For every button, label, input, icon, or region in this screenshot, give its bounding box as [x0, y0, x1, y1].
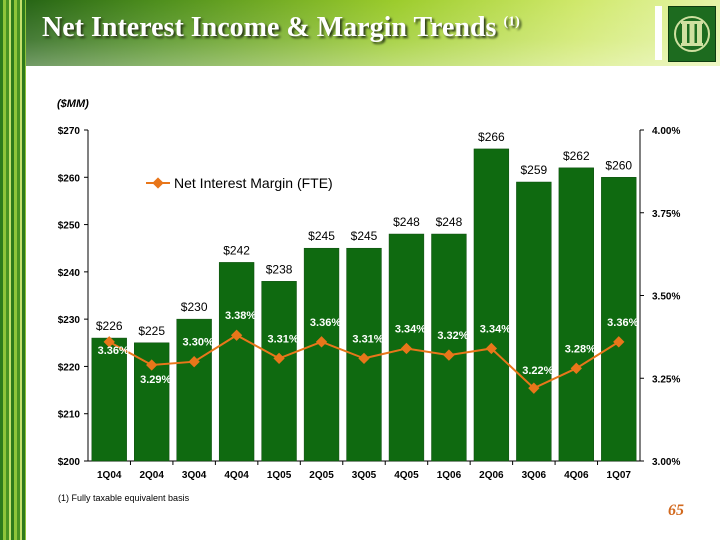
bar [431, 233, 467, 462]
header-banner [0, 0, 720, 66]
margin-point [315, 336, 328, 348]
margin-value-label: 3.36% [98, 345, 129, 357]
margin-point [400, 342, 413, 355]
bar-value-label: $266 [478, 130, 505, 144]
y-right-tick-label: 3.50% [652, 292, 680, 303]
bar-value-label: $260 [605, 158, 632, 172]
margin-value-label: 3.32% [437, 330, 468, 342]
legend-marker [152, 177, 164, 189]
bar [558, 167, 594, 462]
bar-value-label: $262 [563, 149, 590, 163]
margin-value-label: 3.29% [140, 374, 171, 386]
y-left-tick-label: $230 [58, 315, 81, 326]
margin-point [358, 352, 370, 365]
x-tick-label: 3Q06 [522, 470, 547, 481]
margin-value-label: 3.31% [267, 333, 298, 345]
x-tick-label: 4Q06 [564, 470, 589, 481]
y-left-tick-label: $210 [58, 410, 81, 421]
y-left-tick-label: $240 [58, 268, 81, 279]
margin-point [273, 352, 285, 365]
bar [388, 233, 425, 462]
bar-value-label: $242 [223, 243, 250, 257]
margin-point [146, 359, 158, 371]
margin-point [570, 362, 582, 374]
bar-value-label: $226 [96, 319, 123, 333]
margin-point [613, 336, 625, 348]
bar [601, 177, 637, 462]
margin-value-label: 3.34% [395, 323, 426, 335]
margin-point [528, 382, 540, 394]
x-tick-label: 1Q06 [437, 470, 462, 481]
left-stripe-decoration [0, 0, 26, 540]
margin-value-label: 3.30% [183, 337, 214, 349]
x-tick-label: 1Q07 [607, 470, 632, 481]
bar [473, 148, 510, 462]
bar [516, 181, 552, 462]
legend-label: Net Interest Margin (FTE) [174, 175, 333, 191]
margin-value-label: 3.36% [310, 317, 341, 329]
y-left-tick-label: $200 [58, 457, 81, 468]
margin-value-label: 3.28% [565, 343, 596, 355]
bar-value-label: $245 [308, 229, 335, 243]
bank-logo-icon [668, 6, 716, 62]
bar-value-label: $248 [393, 215, 420, 229]
bar-value-label: $259 [520, 163, 547, 177]
bar-value-label: $238 [266, 262, 293, 276]
y-right-tick-label: 3.25% [652, 374, 680, 385]
bar-value-label: $248 [436, 215, 463, 229]
margin-point [443, 349, 455, 361]
title-superscript: (1) [503, 14, 520, 30]
page-title: Net Interest Income & Margin Trends (1) [42, 12, 520, 44]
y-right-tick-label: 4.00% [652, 126, 680, 137]
margin-point [485, 342, 498, 355]
x-tick-label: 3Q05 [352, 470, 377, 481]
margin-value-label: 3.22% [522, 365, 553, 377]
y-right-tick-label: 3.75% [652, 209, 680, 220]
header-accent-bar [655, 6, 662, 60]
header-shade [0, 0, 720, 66]
margin-value-label: 3.36% [607, 317, 638, 329]
margin-point [188, 356, 200, 368]
margin-point [230, 329, 243, 341]
x-tick-label: 1Q04 [97, 470, 122, 481]
footnote: (1) Fully taxable equivalent basis [58, 493, 190, 503]
bar [261, 281, 297, 462]
page-number: 65 [668, 502, 684, 519]
x-tick-label: 1Q05 [267, 470, 292, 481]
margin-value-label: 3.34% [480, 323, 511, 335]
y-left-tick-label: $260 [58, 173, 81, 184]
x-tick-label: 4Q05 [394, 470, 419, 481]
bar-value-label: $225 [138, 324, 165, 338]
units-label: ($MM) [57, 98, 89, 110]
title-text: Net Interest Income & Margin Trends [42, 12, 497, 43]
y-right-tick-label: 3.00% [652, 457, 680, 468]
bar [303, 247, 340, 462]
y-left-tick-label: $270 [58, 126, 81, 137]
y-left-tick-label: $250 [58, 221, 81, 232]
x-tick-label: 2Q04 [139, 470, 164, 481]
margin-value-label: 3.38% [225, 310, 256, 322]
bar [176, 318, 212, 462]
x-tick-label: 2Q06 [479, 470, 504, 481]
margin-value-label: 3.31% [352, 333, 383, 345]
x-tick-label: 3Q04 [182, 470, 207, 481]
bar-value-label: $230 [181, 300, 208, 314]
bar [91, 337, 127, 462]
bar [218, 262, 255, 462]
y-left-tick-label: $220 [58, 362, 81, 373]
bar-value-label: $245 [351, 229, 378, 243]
logo-graphic [674, 16, 710, 52]
x-tick-label: 4Q04 [224, 470, 249, 481]
x-tick-label: 2Q05 [309, 470, 334, 481]
